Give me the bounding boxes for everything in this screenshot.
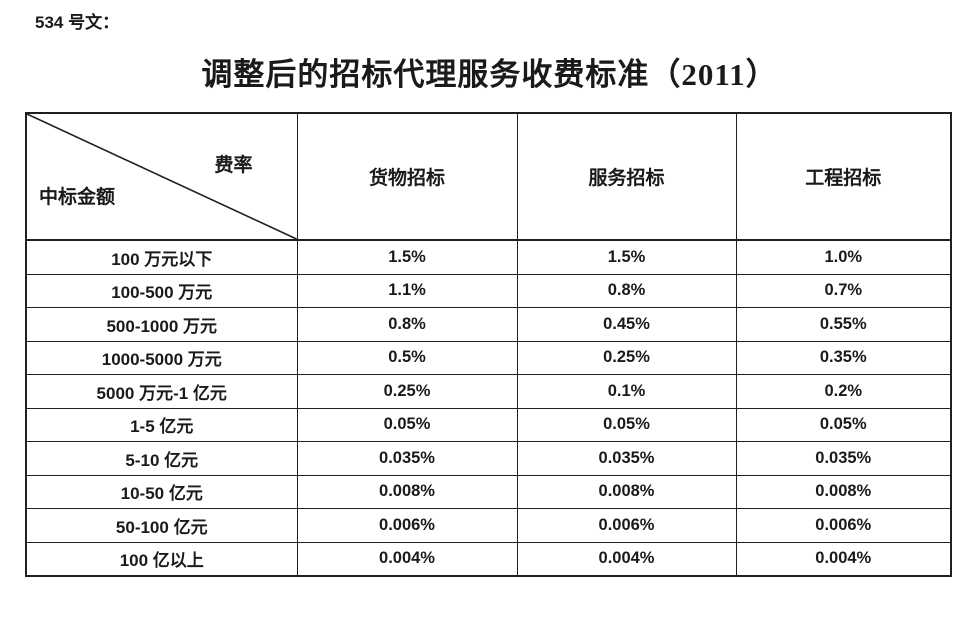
row-label: 500-1000 万元 <box>25 307 298 342</box>
table-row: 500-1000 万元 0.8% 0.45% 0.55% <box>25 307 952 342</box>
rate-cell: 0.35% <box>735 340 952 375</box>
rate-cell: 0.035% <box>296 441 518 476</box>
rate-cell: 0.2% <box>735 374 952 409</box>
rate-cell: 0.25% <box>296 374 518 409</box>
row-label: 1-5 亿元 <box>25 407 298 442</box>
column-header-goods: 货物招标 <box>296 112 518 241</box>
table-row: 1000-5000 万元 0.5% 0.25% 0.35% <box>25 340 952 375</box>
diagonal-line <box>27 114 297 239</box>
rate-cell: 0.006% <box>296 508 518 543</box>
header-row: 费率 中标金额 货物招标 服务招标 工程招标 <box>25 112 952 241</box>
row-label: 1000-5000 万元 <box>25 340 298 375</box>
table-row: 10-50 亿元 0.008% 0.008% 0.008% <box>25 474 952 509</box>
diagonal-corner-cell: 费率 中标金额 <box>25 112 298 241</box>
rate-cell: 0.5% <box>296 340 518 375</box>
rate-cell: 0.1% <box>516 374 737 409</box>
rate-cell: 0.035% <box>516 441 737 476</box>
rate-cell: 1.1% <box>296 273 518 308</box>
rate-cell: 0.05% <box>516 407 737 442</box>
row-label: 50-100 亿元 <box>25 508 298 543</box>
table-row: 100-500 万元 1.1% 0.8% 0.7% <box>25 273 952 308</box>
column-header-services: 服务招标 <box>516 112 737 241</box>
table-row: 100 万元以下 1.5% 1.5% 1.0% <box>25 239 952 275</box>
rate-cell: 0.008% <box>516 474 737 509</box>
rate-cell: 0.25% <box>516 340 737 375</box>
table-row: 100 亿以上 0.004% 0.004% 0.004% <box>25 541 952 577</box>
table-row: 50-100 亿元 0.006% 0.006% 0.006% <box>25 508 952 543</box>
rate-cell: 0.004% <box>516 541 737 577</box>
rate-cell: 0.006% <box>516 508 737 543</box>
table-row: 1-5 亿元 0.05% 0.05% 0.05% <box>25 407 952 442</box>
rate-cell: 0.7% <box>735 273 952 308</box>
table-row: 5000 万元-1 亿元 0.25% 0.1% 0.2% <box>25 374 952 409</box>
rate-cell: 1.5% <box>296 239 518 275</box>
row-label: 5000 万元-1 亿元 <box>25 374 298 409</box>
corner-label-amount: 中标金额 <box>39 187 116 208</box>
rate-cell: 0.008% <box>296 474 518 509</box>
table-row: 5-10 亿元 0.035% 0.035% 0.035% <box>25 441 952 476</box>
rate-cell: 0.8% <box>516 273 737 308</box>
rate-cell: 0.035% <box>735 441 952 476</box>
rate-cell: 0.004% <box>296 541 518 577</box>
rate-cell: 0.55% <box>735 307 952 342</box>
rate-cell: 0.05% <box>735 407 952 442</box>
rate-cell: 0.004% <box>735 541 952 577</box>
rate-cell: 1.0% <box>735 239 952 275</box>
page-title: 调整后的招标代理服务收费标准（2011） <box>201 57 778 92</box>
rate-cell: 0.45% <box>516 307 737 342</box>
corner-label-rate: 费率 <box>214 155 253 176</box>
table-body: 100 万元以下 1.5% 1.5% 1.0% 100-500 万元 1.1% 0.8% 0.… <box>25 239 952 577</box>
row-label: 5-10 亿元 <box>25 441 298 476</box>
column-header-works: 工程招标 <box>735 112 952 241</box>
rate-cell: 0.006% <box>735 508 952 543</box>
row-label: 10-50 亿元 <box>25 474 298 509</box>
rate-cell: 0.008% <box>735 474 952 509</box>
row-label: 100 万元以下 <box>25 239 298 275</box>
row-label: 100-500 万元 <box>25 273 298 308</box>
rate-cell: 0.8% <box>296 307 518 342</box>
doc-ref: 534 号文： <box>35 13 120 32</box>
fee-rate-table: 费率 中标金额 货物招标 服务招标 工程招标 100 万元以下 1.5% 1.5% 1… <box>25 112 952 577</box>
rate-cell: 1.5% <box>516 239 737 275</box>
row-label: 100 亿以上 <box>25 541 298 577</box>
rate-cell: 0.05% <box>296 407 518 442</box>
